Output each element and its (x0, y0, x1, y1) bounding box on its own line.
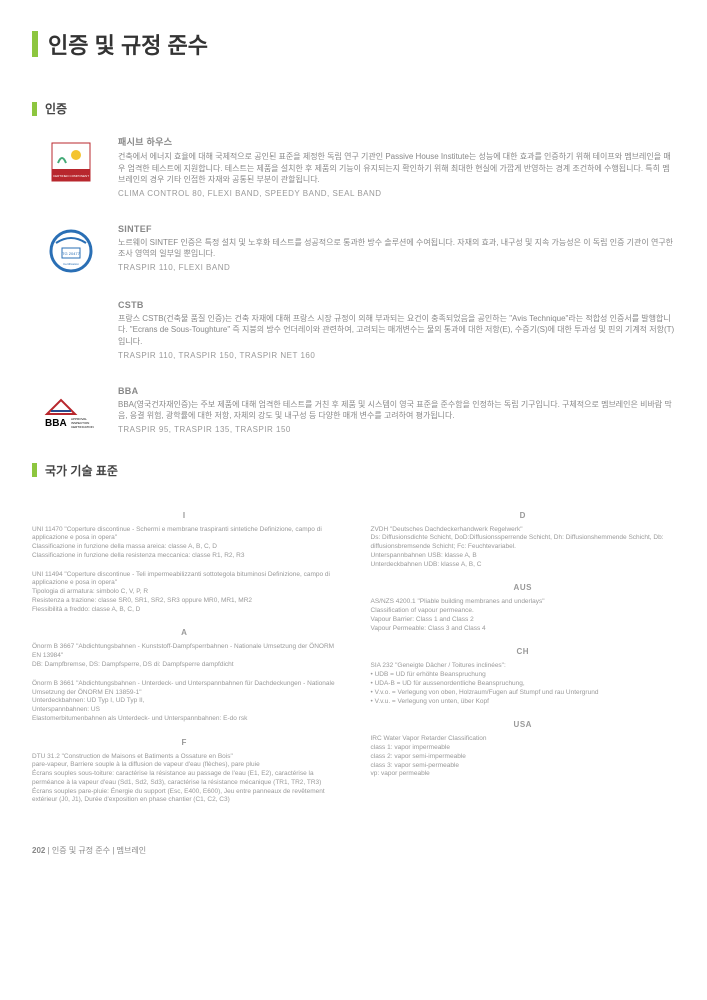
standard-paragraph: SIA 232 "Geneigte Dächer / Toitures incl… (371, 662, 676, 706)
standards-right-col: D ZVDH "Deutsches Dachdeckerhandwerk Rege… (371, 497, 676, 816)
country-label: A (32, 628, 337, 637)
standard-paragraph: Önorm B 3661 "Abdichtungsbahnen - Unterd… (32, 680, 337, 724)
country-label: CH (371, 647, 676, 656)
cert-desc: 노르웨이 SINTEF 인증은 특정 설치 및 노후화 테스트를 성공적으로 통… (118, 237, 675, 260)
footer-crumb: 인증 및 규정 준수 (52, 846, 110, 855)
country-label: AUS (371, 583, 676, 592)
svg-text:Certification: Certification (63, 262, 79, 266)
cert-text: SINTEF 노르웨이 SINTEF 인증은 특정 설치 및 노후화 테스트를 … (110, 224, 675, 274)
country-label: USA (371, 720, 676, 729)
cert-block: TG 20477 Certification SINTEF 노르웨이 SINTE… (32, 224, 675, 274)
cert-products: CLIMA CONTROL 80, FLEXI BAND, SPEEDY BAN… (118, 189, 675, 198)
section-heading-std: 국가 기술 표준 (32, 462, 675, 479)
cert-text: CSTB 프랑스 CSTB(건축물 품질 인증)는 건축 자재에 대해 프랑스 … (110, 300, 675, 360)
cert-desc: 건축에서 에너지 효율에 대해 국제적으로 공인된 표준을 제정한 독립 연구 … (118, 151, 675, 186)
standard-paragraph: ZVDH "Deutsches Dachdeckerhandwerk Regel… (371, 526, 676, 570)
page-title: 인증 및 규정 준수 (32, 28, 675, 60)
cert-text: BBA BBA(영국건자재인증)는 주보 제품에 대해 엄격한 테스트를 거친 … (110, 386, 675, 436)
cert-title: CSTB (118, 300, 675, 310)
section-heading-text: 인증 (45, 100, 67, 117)
section-heading-text: 국가 기술 표준 (45, 462, 118, 479)
svg-text:BBA: BBA (45, 418, 67, 429)
bba-logo: BBA APPROVAL INSPECTION CERTIFICATION (41, 390, 101, 436)
cert-desc: 프랑스 CSTB(건축물 품질 인증)는 건축 자재에 대해 프랑스 시장 규정… (118, 313, 675, 348)
logo-col: TG 20477 Certification (32, 224, 110, 274)
standards-left-col: I UNI 11470 "Coperture discontinue - Sche… (32, 497, 337, 816)
standards-grid: I UNI 11470 "Coperture discontinue - Sche… (32, 497, 675, 816)
standard-paragraph: UNI 11494 "Coperture discontinue - Teli … (32, 571, 337, 615)
cert-title: BBA (118, 386, 675, 396)
cert-title: 패시브 하우스 (118, 135, 675, 148)
svg-text:CERTIFIED COMPONENT: CERTIFIED COMPONENT (53, 174, 89, 178)
page-number: 202 (32, 846, 45, 855)
country-label: F (32, 738, 337, 747)
accent-small (32, 102, 37, 116)
accent-bar (32, 31, 38, 57)
cert-title: SINTEF (118, 224, 675, 234)
cert-block: BBA APPROVAL INSPECTION CERTIFICATION BB… (32, 386, 675, 436)
cert-products: TRASPIR 95, TRASPIR 135, TRASPIR 150 (118, 425, 675, 434)
cert-text: 패시브 하우스 건축에서 에너지 효율에 대해 국제적으로 공인된 표준을 제정… (110, 135, 675, 198)
country-label: I (32, 511, 337, 520)
standard-paragraph: Önorm B 3667 "Abdichtungsbahnen - Kunsts… (32, 643, 337, 669)
country-label: D (371, 511, 676, 520)
accent-small (32, 463, 37, 477)
passive-house-logo: CERTIFIED COMPONENT (48, 139, 94, 185)
standard-paragraph: IRC Water Vapor Retarder Classification … (371, 735, 676, 779)
footer-section: 멤브레인 (117, 846, 146, 855)
standard-paragraph: UNI 11470 "Coperture discontinue - Scher… (32, 526, 337, 561)
cert-desc: BBA(영국건자재인증)는 주보 제품에 대해 엄격한 테스트를 거친 후 제품… (118, 399, 675, 422)
page-footer: 202 | 인증 및 규정 준수 | 멤브레인 (32, 845, 675, 856)
logo-col: CERTIFIED COMPONENT (32, 135, 110, 198)
cert-products: TRASPIR 110, TRASPIR 150, TRASPIR NET 16… (118, 351, 675, 360)
cert-block: CSTB 프랑스 CSTB(건축물 품질 인증)는 건축 자재에 대해 프랑스 … (32, 300, 675, 360)
svg-text:CERTIFICATION: CERTIFICATION (71, 425, 94, 429)
logo-col (32, 300, 110, 360)
svg-text:TG 20477: TG 20477 (62, 251, 81, 256)
section-heading-cert: 인증 (32, 100, 675, 117)
sintef-logo: TG 20477 Certification (48, 228, 94, 274)
page-title-text: 인증 및 규정 준수 (48, 28, 208, 60)
standard-paragraph: DTU 31.2 "Construction de Maisons et Bat… (32, 753, 337, 806)
logo-col: BBA APPROVAL INSPECTION CERTIFICATION (32, 386, 110, 436)
cert-products: TRASPIR 110, FLEXI BAND (118, 263, 675, 272)
standard-paragraph: AS/NZS 4200.1 "Pliable building membrane… (371, 598, 676, 633)
cert-block: CERTIFIED COMPONENT 패시브 하우스 건축에서 에너지 효율에… (32, 135, 675, 198)
